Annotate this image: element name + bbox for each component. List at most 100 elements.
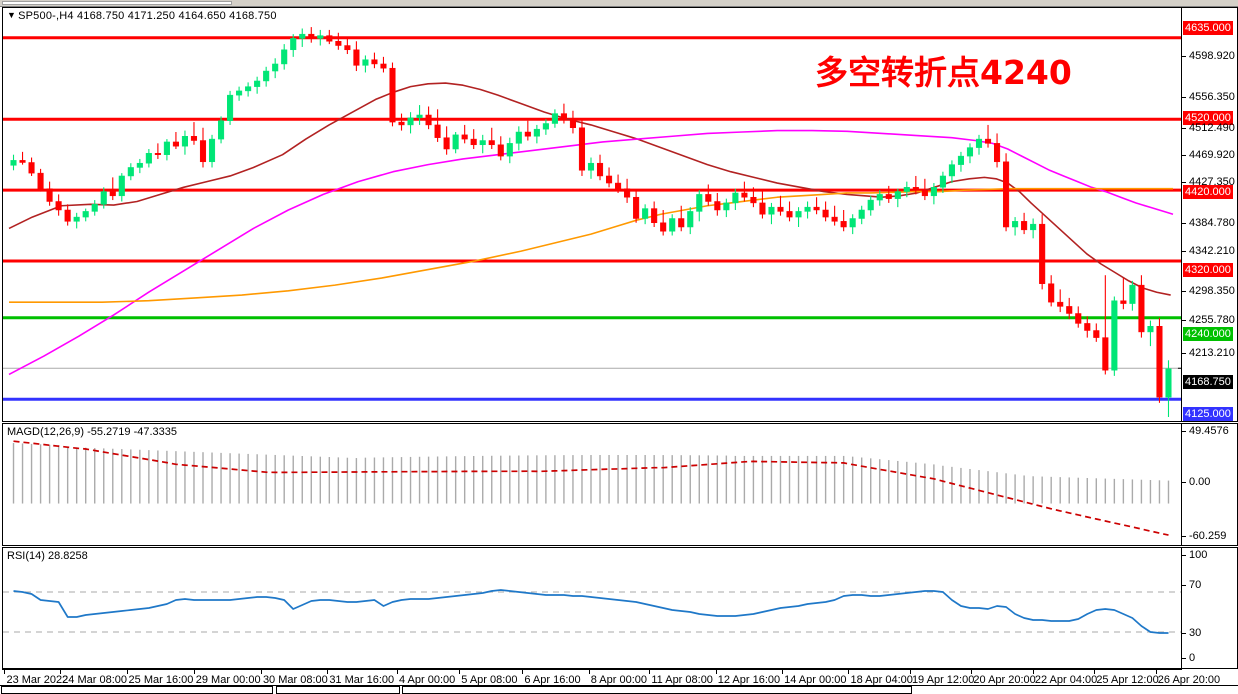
candle-body[interactable] bbox=[145, 153, 152, 164]
window-titlebar[interactable] bbox=[0, 0, 1238, 7]
candle-body[interactable] bbox=[1084, 323, 1091, 331]
candle-body[interactable] bbox=[19, 160, 26, 163]
candle-body[interactable] bbox=[605, 175, 613, 184]
candle-body[interactable] bbox=[136, 162, 143, 168]
candle-body[interactable] bbox=[669, 218, 676, 232]
candle-body[interactable] bbox=[948, 164, 955, 177]
candle-body[interactable] bbox=[569, 119, 577, 129]
candle-body[interactable] bbox=[326, 35, 333, 42]
candle-body[interactable] bbox=[353, 49, 360, 66]
candle-body[interactable] bbox=[768, 206, 775, 215]
candle-body[interactable] bbox=[678, 218, 685, 228]
candle-body[interactable] bbox=[651, 208, 658, 224]
candle-body[interactable] bbox=[461, 134, 468, 140]
taskbar-button-1[interactable] bbox=[1, 686, 273, 694]
candle-body[interactable] bbox=[154, 153, 161, 155]
candle-body[interactable] bbox=[696, 194, 703, 212]
candle-body[interactable] bbox=[1120, 300, 1127, 304]
candle-body[interactable] bbox=[723, 202, 730, 211]
candle-body[interactable] bbox=[163, 141, 170, 155]
candle-body[interactable] bbox=[479, 140, 486, 146]
taskbar-button-2[interactable] bbox=[276, 686, 400, 694]
candle-body[interactable] bbox=[542, 123, 549, 130]
candle-body[interactable] bbox=[281, 49, 288, 65]
candle-body[interactable] bbox=[921, 189, 928, 197]
candle-body[interactable] bbox=[786, 211, 793, 218]
candle-body[interactable] bbox=[903, 187, 910, 192]
candle-body[interactable] bbox=[46, 188, 53, 202]
candle-body[interactable] bbox=[966, 147, 974, 157]
candle-body[interactable] bbox=[443, 137, 450, 150]
candle-body[interactable] bbox=[957, 155, 965, 165]
candle-body[interactable] bbox=[894, 191, 901, 199]
candle-body[interactable] bbox=[488, 140, 495, 146]
candle-body[interactable] bbox=[1066, 306, 1073, 314]
candle-body[interactable] bbox=[254, 80, 261, 87]
candle-body[interactable] bbox=[975, 138, 983, 148]
candle-body[interactable] bbox=[732, 192, 739, 204]
candle-body[interactable] bbox=[127, 167, 134, 177]
candle-body[interactable] bbox=[217, 120, 225, 140]
candle-body[interactable] bbox=[100, 191, 107, 205]
candle-body[interactable] bbox=[705, 194, 712, 202]
candle-body[interactable] bbox=[741, 192, 748, 198]
price-axis-scale[interactable]: 4635.000 4598.920 4556.350 4520.000 4512.490… bbox=[1182, 7, 1238, 422]
candle-body[interactable] bbox=[1102, 337, 1109, 371]
candle-body[interactable] bbox=[371, 59, 378, 65]
macd-axis-scale[interactable]: 49.4576 0.00 -60.259 bbox=[1182, 423, 1238, 546]
candle-body[interactable] bbox=[416, 114, 423, 119]
candle-body[interactable] bbox=[1075, 313, 1082, 324]
price-plot[interactable] bbox=[3, 8, 1181, 421]
candle-body[interactable] bbox=[299, 33, 306, 39]
candle-body[interactable] bbox=[335, 41, 342, 46]
candle-body[interactable] bbox=[190, 136, 198, 141]
time-axis[interactable]: 23 Mar 2022 24 Mar 08:00 25 Mar 16:00 29 Ma… bbox=[2, 669, 1220, 690]
candle-body[interactable] bbox=[37, 172, 44, 189]
candle-body[interactable] bbox=[317, 35, 324, 39]
rsi-axis-scale[interactable]: 100 70 30 0 bbox=[1182, 547, 1238, 669]
candle-body[interactable] bbox=[470, 138, 477, 146]
moving-average-slow-line[interactable] bbox=[9, 187, 1173, 303]
candle-body[interactable] bbox=[642, 208, 649, 219]
chevron-down-icon[interactable]: ▼ bbox=[7, 10, 17, 20]
moving-average-mid-line[interactable] bbox=[8, 129, 1174, 376]
candle-body[interactable] bbox=[930, 187, 937, 197]
candle-body[interactable] bbox=[867, 199, 874, 211]
candle-body[interactable] bbox=[596, 162, 604, 177]
candle-body[interactable] bbox=[560, 113, 567, 120]
candle-body[interactable] bbox=[1165, 368, 1172, 398]
moving-average-fast-line[interactable] bbox=[8, 82, 1171, 296]
candle-body[interactable] bbox=[497, 144, 504, 157]
candle-body[interactable] bbox=[227, 94, 234, 121]
candle-body[interactable] bbox=[984, 138, 992, 144]
candle-body[interactable] bbox=[578, 127, 586, 171]
candle-body[interactable] bbox=[245, 86, 252, 92]
candle-body[interactable] bbox=[308, 33, 315, 39]
candle-body[interactable] bbox=[398, 121, 405, 126]
candle-body[interactable] bbox=[73, 216, 80, 222]
candle-body[interactable] bbox=[840, 221, 847, 228]
candle-body[interactable] bbox=[64, 209, 71, 222]
candle-body[interactable] bbox=[1021, 221, 1028, 231]
candle-body[interactable] bbox=[1039, 223, 1046, 284]
candle-body[interactable] bbox=[551, 113, 558, 124]
candle-body[interactable] bbox=[109, 191, 116, 197]
candle-body[interactable] bbox=[587, 162, 595, 171]
candle-body[interactable] bbox=[1003, 161, 1010, 228]
candle-body[interactable] bbox=[425, 114, 432, 126]
candle-body[interactable] bbox=[272, 63, 279, 72]
candle-body[interactable] bbox=[759, 202, 766, 215]
candle-body[interactable] bbox=[236, 90, 243, 96]
macd-plot[interactable] bbox=[3, 424, 1181, 545]
candle-body[interactable] bbox=[1093, 330, 1100, 338]
candle-body[interactable] bbox=[822, 209, 829, 218]
candle-body[interactable] bbox=[858, 209, 865, 219]
rsi-line[interactable] bbox=[13, 589, 1169, 634]
candle-body[interactable] bbox=[1030, 223, 1037, 231]
candle-body[interactable] bbox=[912, 187, 919, 191]
candle-body[interactable] bbox=[344, 45, 351, 51]
candle-body[interactable] bbox=[831, 216, 838, 222]
candle-body[interactable] bbox=[1156, 326, 1163, 398]
candle-body[interactable] bbox=[118, 175, 125, 197]
candle-body[interactable] bbox=[515, 131, 522, 144]
